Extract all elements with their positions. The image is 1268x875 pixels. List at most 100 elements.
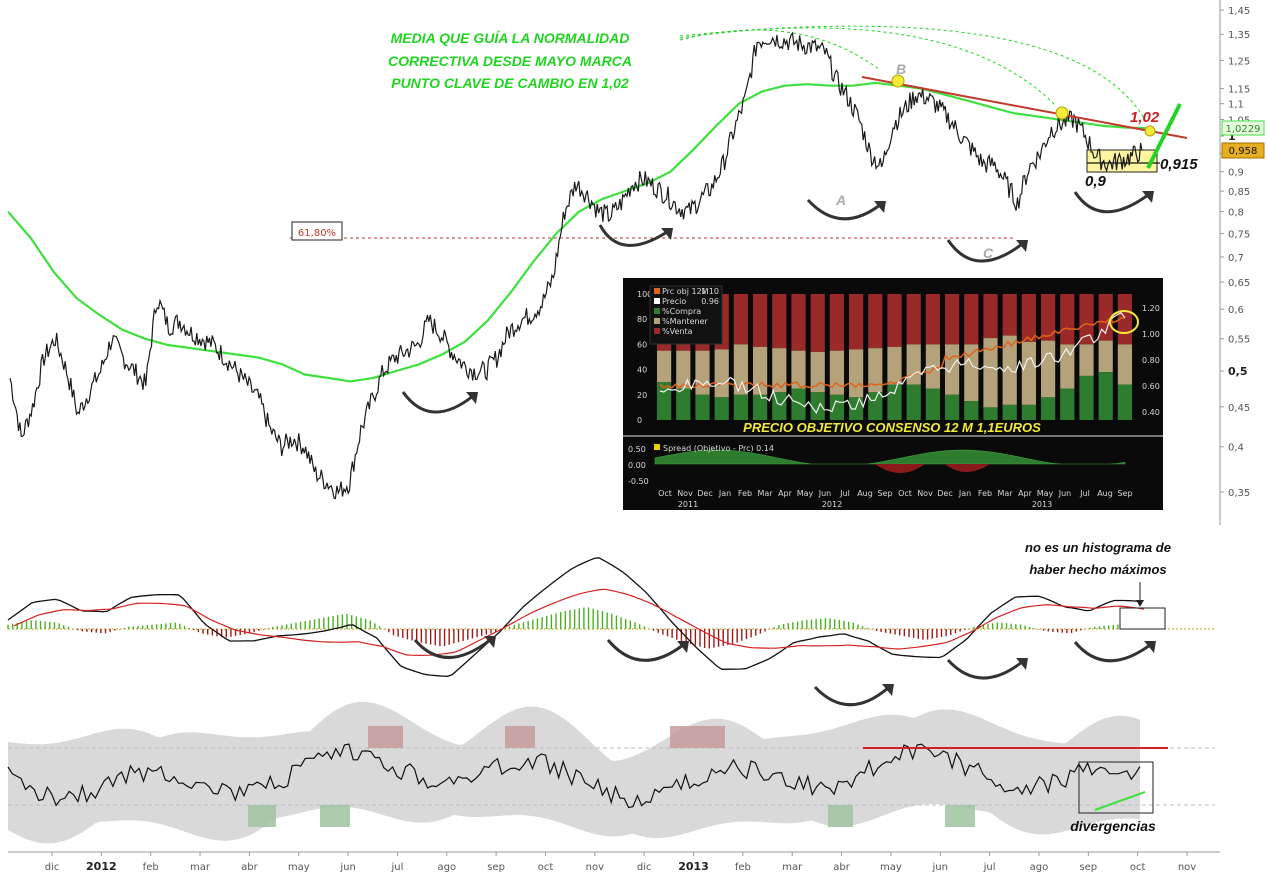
y-tick-label: 1,45 — [1228, 6, 1250, 17]
inset-legend-value: 1.10 — [701, 287, 719, 296]
title-arrow-1 — [679, 29, 881, 71]
overbought-region — [368, 726, 403, 748]
x-tick-label: mar — [190, 862, 211, 873]
inset-legend-value: 0.96 — [701, 297, 719, 306]
y-tick-label: 0,55 — [1228, 335, 1250, 346]
x-tick-label: abr — [241, 862, 258, 873]
inset-compra-bar — [1060, 388, 1075, 420]
inset-mantener-bar — [1002, 335, 1017, 405]
inset-compra-bar — [868, 392, 883, 420]
inset-venta-bar — [1060, 294, 1075, 345]
oversold-region — [320, 805, 350, 827]
inset-x-tick: Jan — [958, 489, 971, 498]
histogram-note-box — [1119, 607, 1166, 630]
macd-arrow-head-1 — [484, 636, 496, 648]
x-tick-label: dic — [637, 862, 652, 873]
divergence-box — [1078, 761, 1154, 814]
inset-venta-bar — [829, 294, 844, 351]
inset-left-tick: 80 — [637, 315, 647, 324]
arrow-head-2 — [661, 228, 673, 240]
inset-mantener-bar — [733, 344, 748, 395]
x-tick-label: ago — [437, 862, 456, 873]
y-tick-label: 0,9 — [1228, 168, 1244, 179]
macd-curve-arrow-3 — [813, 685, 889, 707]
macd-curve-arrow-1 — [413, 638, 491, 659]
arrow-head-5 — [1142, 191, 1154, 203]
inset-legend-swatch — [654, 328, 660, 334]
inset-x-tick: Dec — [937, 489, 952, 498]
inset-compra-bar — [964, 401, 979, 420]
inset-x-tick: Jun — [1058, 489, 1072, 498]
inset-venta-bar — [964, 294, 979, 345]
inset-x-tick: Dec — [697, 489, 712, 498]
inset-year-label: 2013 — [1032, 500, 1052, 509]
histogram-note-arrowhead — [1136, 600, 1144, 607]
inset-venta-bar — [791, 294, 806, 351]
inset-spread-negative — [875, 464, 990, 473]
macd-arrow-head-2 — [677, 641, 689, 653]
x-tick-label: oct — [1130, 862, 1146, 873]
title-line-2: CORRECTIVA DESDE MAYO MARCA — [388, 53, 632, 69]
inset-right-tick: 0.60 — [1142, 382, 1160, 391]
inset-x-tick: Sep — [877, 489, 892, 498]
macd-arrow-head-3 — [882, 684, 894, 696]
inset-x-tick: Jan — [718, 489, 731, 498]
x-tick-label: dic — [45, 862, 60, 873]
inset-compra-bar — [714, 397, 729, 420]
x-tick-label: jun — [932, 862, 948, 873]
inset-compra-bar — [1021, 404, 1036, 420]
y-tick-label: 0,7 — [1228, 253, 1244, 264]
inset-compra-bar — [887, 384, 902, 420]
level-09-label: 0,9 — [1085, 173, 1107, 190]
inset-price-line — [659, 312, 1126, 415]
y-tick-label: 0,45 — [1228, 403, 1250, 414]
ma-price-tag — [1221, 120, 1265, 136]
y-tick-label: 1 — [1228, 130, 1236, 143]
y-tick-label: 0,75 — [1228, 230, 1250, 241]
inset-mantener-bar — [753, 346, 768, 395]
inset-compra-bar — [810, 392, 825, 420]
y-tick-label: 1,35 — [1228, 30, 1250, 41]
macd-line — [7, 557, 1139, 677]
arrow-head-3 — [874, 201, 886, 213]
inset-title: PRECIO OBJETIVO CONSENSO 12 M 1,1EUROS — [743, 420, 1041, 435]
macd-arrow-head-5 — [1144, 641, 1156, 653]
inset-left-axis: 100 80 60 40 20 0 — [637, 290, 652, 425]
consensus-inset: 100 80 60 40 20 0 1.20 1.00 0.80 0.60 0.40 Prc ob… — [623, 278, 1163, 510]
inset-x-tick: Jul — [1079, 489, 1090, 498]
inset-legend-label: %Compra — [662, 307, 701, 316]
macd-histogram — [7, 607, 1119, 649]
inset-venta-bar — [887, 294, 902, 347]
inset-x-tick: Nov — [917, 489, 933, 498]
y-tick-label: 0,6 — [1228, 305, 1244, 316]
inset-legend-label: Prc obj 12M — [662, 287, 709, 296]
x-tick-label: sep — [1079, 862, 1097, 873]
level-0915-label: 0,915 — [1160, 156, 1198, 173]
inset-mantener-bar — [657, 350, 672, 383]
overbought-region — [670, 726, 725, 748]
inset-compra-bar — [772, 392, 787, 420]
level-102-label: 1,02 — [1130, 109, 1160, 126]
inset-x-tick: Feb — [738, 489, 752, 498]
inset-x-tick: Sep — [1117, 489, 1132, 498]
inset-compra-bar — [676, 388, 691, 420]
inset-mantener-bar — [983, 338, 998, 408]
oversold-region — [248, 805, 276, 827]
x-tick-label: nov — [1178, 862, 1196, 873]
price-axis: 1,451,351,251,151,11,0510,950,90,850,80,… — [1219, 0, 1250, 525]
last-price-tag-text: 0,958 — [1229, 146, 1258, 157]
arrow-head-1 — [466, 392, 478, 404]
inset-compra-bar — [906, 384, 921, 420]
curve-arrow-2 — [598, 224, 668, 247]
inset-x-axis: Oct Nov Dec Jan Feb Mar Apr May Jun Jul Aug Sep Oct N… — [658, 489, 1132, 509]
oscillator-line — [7, 743, 1141, 809]
oversold-region — [828, 805, 853, 827]
x-tick-label: sep — [487, 862, 505, 873]
breakout-arrow — [1146, 103, 1182, 169]
x-tick-label: abr — [833, 862, 850, 873]
fib-label-box — [291, 221, 343, 241]
inset-x-tick: Oct — [658, 489, 672, 498]
inset-x-tick: Jul — [839, 489, 850, 498]
